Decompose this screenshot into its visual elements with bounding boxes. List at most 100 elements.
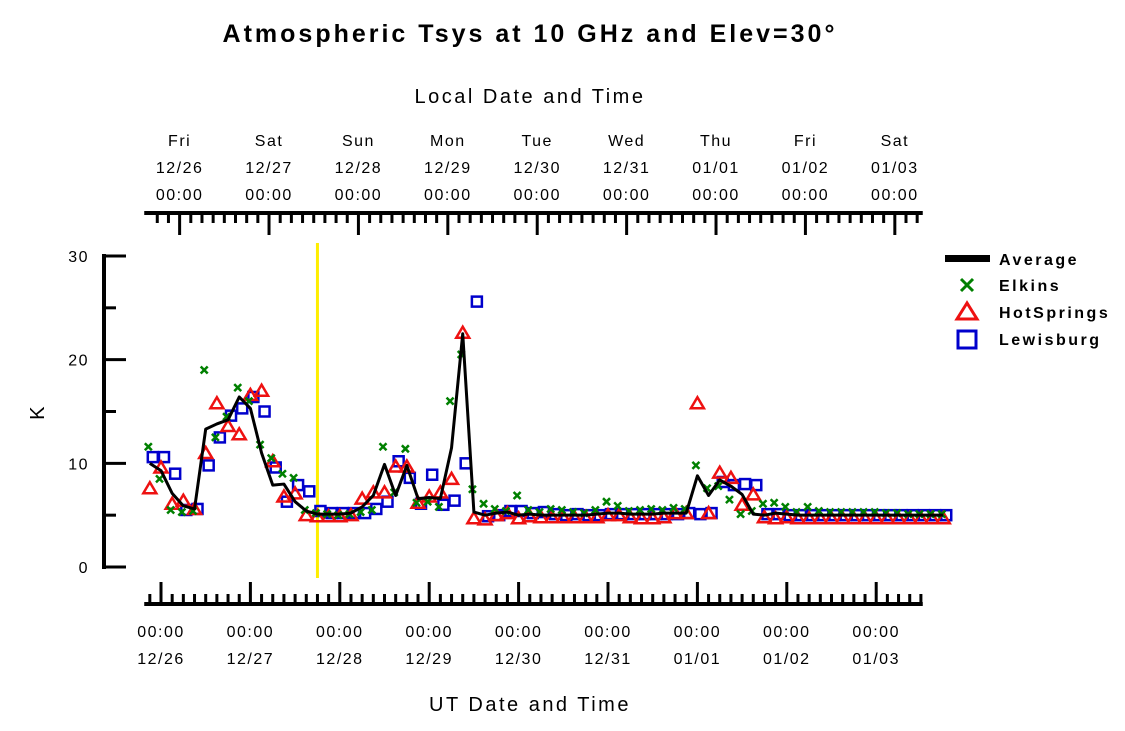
data-point (445, 396, 455, 406)
x-stroke (479, 499, 488, 509)
data-point (923, 509, 941, 525)
x-stroke (278, 469, 287, 479)
x-stroke (289, 473, 298, 483)
top-tick-date: 01/01 (692, 160, 740, 177)
data-point (736, 509, 745, 519)
data-point (691, 461, 701, 470)
x-stroke (646, 504, 656, 514)
bottom-axis: 00:00 12/26 00:00 12/27 00:00 12/28 00:00 12/29… (137, 582, 923, 668)
data-point (219, 417, 237, 433)
bottom-tick-time: 00:00 (405, 624, 453, 641)
x-stroke (780, 502, 790, 512)
data-point (822, 509, 841, 525)
data-point (554, 508, 572, 524)
data-point (543, 508, 561, 524)
top-tick-time: 00:00 (871, 187, 919, 204)
data-point (688, 394, 707, 410)
data-point (758, 499, 768, 509)
x-stroke (725, 495, 734, 505)
data-point (755, 508, 774, 524)
data-point (766, 509, 785, 525)
x-stroke (959, 277, 975, 293)
data-point (378, 442, 388, 452)
x-stroke (613, 501, 623, 511)
data-point (878, 509, 897, 525)
top-tick-date: 12/26 (156, 160, 204, 177)
bottom-tick-date: 12/26 (137, 651, 185, 668)
legend-triangle-icon (954, 300, 980, 321)
data-point (258, 405, 271, 418)
legend-label: Elkins (999, 278, 1061, 295)
data-point (177, 507, 187, 517)
top-tick-time: 00:00 (782, 187, 830, 204)
data-point (303, 485, 316, 498)
data-point (375, 483, 394, 499)
data-point (141, 479, 159, 495)
bottom-tick-date: 12/29 (405, 651, 453, 668)
x-stroke (602, 497, 611, 507)
y-axis: 0 10 20 30 (68, 249, 126, 577)
bottom-tick-date: 12/30 (495, 651, 543, 668)
series-lewisburg (146, 295, 953, 523)
data-point (814, 506, 824, 516)
data-point (425, 468, 439, 481)
x-stroke (222, 412, 231, 422)
data-point (590, 505, 600, 515)
data-point (889, 509, 908, 525)
legend-item-lewisburg: Lewisburg (956, 329, 1102, 350)
top-tick-day: Sat (881, 133, 910, 150)
data-point (934, 509, 952, 525)
data-point (833, 509, 852, 525)
x-stroke (155, 474, 164, 484)
data-point (286, 484, 304, 500)
x-stroke (166, 505, 176, 515)
data-point (750, 478, 763, 492)
top-axis-title: Local Date and Time (415, 86, 646, 108)
legend-label: Lewisburg (999, 332, 1102, 349)
top-tick-day: Fri (794, 133, 817, 150)
data-point (479, 499, 488, 509)
data-point (275, 488, 293, 503)
series-average-line (149, 332, 944, 517)
data-point (789, 509, 807, 525)
top-axis: Fri 12/26 00:00 Sat 12/27 00:00 Sun 12/28 00:00 M… (144, 133, 923, 235)
x-stroke (434, 502, 444, 512)
top-tick-date: 12/28 (335, 160, 383, 177)
bottom-tick-time: 00:00 (584, 624, 632, 641)
top-tick-date: 12/30 (513, 160, 561, 177)
data-point (780, 502, 790, 512)
data-point (470, 295, 484, 308)
data-point (557, 505, 567, 515)
data-point (644, 509, 662, 525)
legend-square-icon (956, 329, 978, 350)
data-point (509, 509, 528, 525)
data-point (168, 467, 182, 480)
series-elkins (143, 350, 947, 520)
x-stroke (590, 505, 600, 515)
x-stroke (691, 461, 701, 470)
data-point (434, 502, 444, 512)
data-point (699, 504, 718, 520)
bottom-tick-date: 12/27 (227, 651, 275, 668)
data-point (738, 477, 752, 491)
data-point (646, 504, 656, 514)
chart-title: Atmospheric Tsys at 10 GHz and Elev=30° (223, 20, 838, 48)
data-point (166, 505, 176, 515)
data-point (912, 509, 930, 525)
data-point (744, 485, 762, 501)
data-point (602, 497, 611, 507)
x-stroke (635, 505, 645, 515)
x-stroke (512, 491, 522, 500)
data-point (157, 450, 171, 464)
data-point (778, 508, 796, 524)
x-stroke (814, 506, 824, 516)
top-tick-time: 00:00 (692, 187, 740, 204)
data-point (211, 433, 220, 442)
legend-item-elkins: Elkins (959, 277, 1061, 295)
data-point (588, 508, 606, 524)
data-point (901, 509, 919, 525)
bottom-tick-time: 00:00 (316, 624, 364, 641)
bottom-tick-time: 00:00 (137, 624, 185, 641)
top-tick-date: 01/03 (871, 160, 919, 177)
